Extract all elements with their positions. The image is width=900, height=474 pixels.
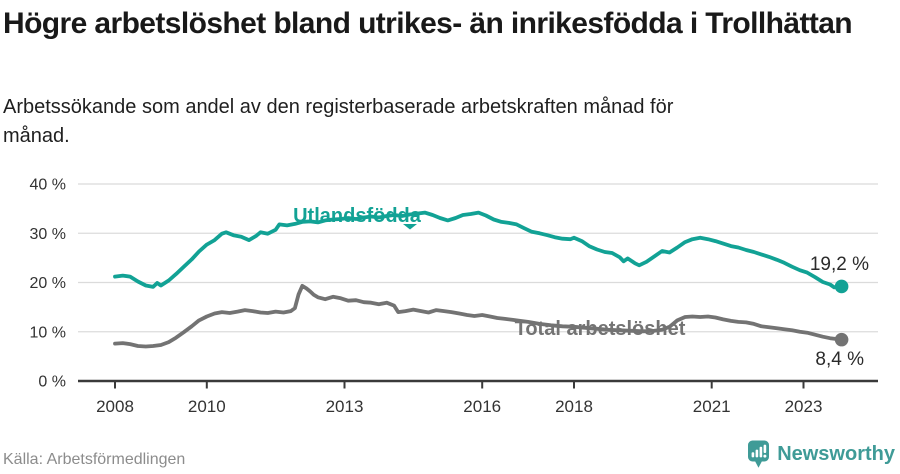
newsworthy-bubble-chart-icon xyxy=(748,440,770,468)
end-point-dot xyxy=(834,279,849,294)
x-tick-label: 2023 xyxy=(785,397,823,416)
end-value-total: 8,4 % xyxy=(815,349,864,370)
x-tick-label: 2008 xyxy=(96,397,134,416)
y-tick-label: 10 % xyxy=(30,324,66,341)
subtitle-line-2: månad. xyxy=(3,125,70,147)
x-axis: 2008 2010 2013 2016 2018 2021 2023 xyxy=(78,379,878,416)
page-title: Högre arbetslöshet bland utrikes- än inr… xyxy=(3,7,853,40)
subtitle-line-1: Arbetssökande som andel av den registerb… xyxy=(3,96,674,118)
source-note: Källa: Arbetsförmedlingen xyxy=(3,451,186,468)
brand-name: Newsworthy xyxy=(777,443,895,465)
series-label-total-arbetsloshet: Total arbetslöshet xyxy=(515,318,686,340)
y-tick-label: 20 % xyxy=(30,275,66,292)
line-utlandsf-dda xyxy=(113,210,844,290)
x-tick-label: 2013 xyxy=(326,397,364,416)
caret-down-icon xyxy=(403,224,417,230)
line-total-arbetsl-shet xyxy=(113,283,844,349)
newsworthy-logo[interactable]: Newsworthy xyxy=(747,438,895,470)
x-tick-label: 2010 xyxy=(188,397,226,416)
end-point-dot xyxy=(834,332,849,347)
end-value-utlandsfodda: 19,2 % xyxy=(810,254,869,275)
y-tick-label: 0 % xyxy=(38,374,66,391)
y-tick-label: 30 % xyxy=(30,226,66,243)
series-label-utlandsfodda: Utlandsfödda xyxy=(293,205,422,227)
x-tick-label: 2021 xyxy=(693,397,731,416)
chart-subtitle: Arbetssökande som andel av den registerb… xyxy=(3,93,863,151)
x-tick-label: 2016 xyxy=(463,397,501,416)
gridlines: 0 % 10 % 20 % 30 % 40 % xyxy=(30,177,878,391)
series-lines xyxy=(113,210,849,349)
x-tick-label: 2018 xyxy=(555,397,593,416)
y-tick-label: 40 % xyxy=(30,177,66,194)
